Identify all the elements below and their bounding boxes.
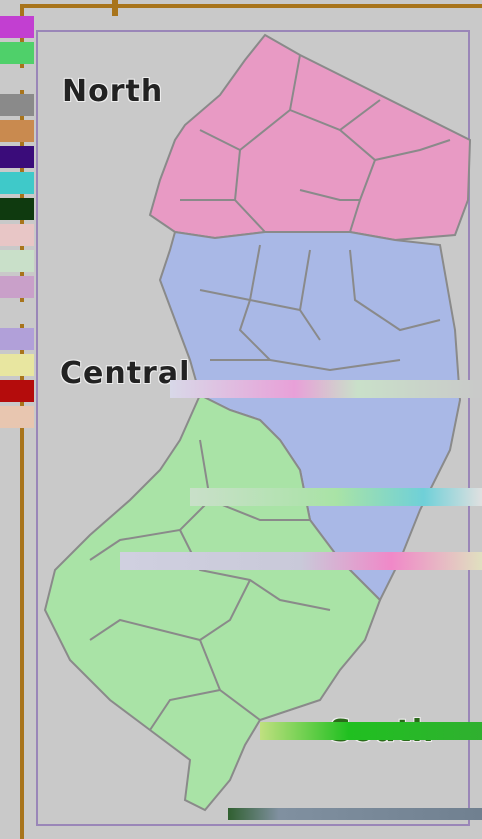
- glitch-bar: [190, 488, 482, 506]
- legend-swatch: [0, 354, 34, 376]
- legend-swatch: [0, 302, 34, 324]
- legend-swatch: [0, 224, 34, 246]
- legend-swatch: [0, 328, 34, 350]
- glitch-bar: [170, 380, 482, 398]
- legend-swatch: [0, 406, 34, 428]
- glitch-bar: [260, 722, 482, 740]
- legend-swatch: [0, 94, 34, 116]
- frame-tab: [112, 0, 118, 16]
- legend-swatch: [0, 276, 34, 298]
- region-label-north: North: [62, 74, 164, 109]
- region-north[interactable]: [148, 33, 472, 242]
- legend-swatch: [0, 146, 34, 168]
- region-label-central: Central: [60, 356, 191, 391]
- legend-swatch: [0, 250, 34, 272]
- legend-swatch: [0, 42, 34, 64]
- legend-swatch: [0, 68, 34, 90]
- legend-swatch: [0, 172, 34, 194]
- legend-swatch: [0, 198, 34, 220]
- map-inner-border: [36, 30, 470, 826]
- glitch-bar: [228, 808, 482, 820]
- legend-swatch: [0, 120, 34, 142]
- legend-swatch: [0, 380, 34, 402]
- glitch-bar: [120, 552, 482, 570]
- legend-swatch: [0, 16, 34, 38]
- legend-swatches: [0, 16, 34, 432]
